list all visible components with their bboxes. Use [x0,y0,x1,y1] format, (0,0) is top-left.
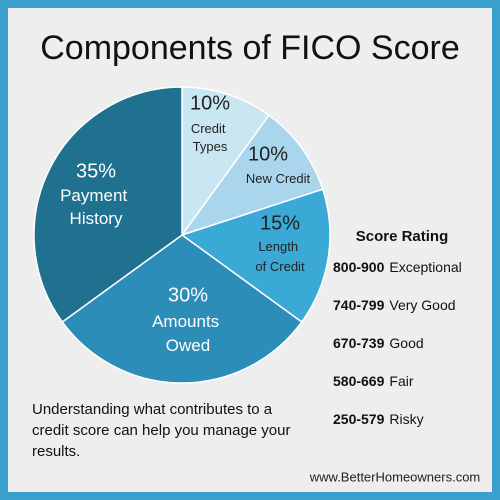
score-row: 800-900 Exceptional [333,259,462,275]
category-label: Credit Types [191,121,229,154]
score-range: 250-579 [333,411,385,427]
value-label: 30% [168,284,208,306]
score-rating: Good [389,335,423,351]
score-row: 580-669 Fair [333,373,414,389]
score-range: 740-799 [333,297,385,313]
score-row: 740-799 Very Good [333,297,456,313]
score-range: 800-900 [333,259,385,275]
pie-slice [181,86,271,238]
pie-slice [61,234,303,384]
value-label: 10% [190,92,230,114]
note: Understanding what contributes to a cred… [32,401,291,460]
pie-slice [180,188,331,324]
score-row: 670-739 Good [333,335,424,351]
score-range: 670-739 [333,335,385,351]
category-label: Payment History [60,186,132,228]
value-label: 35% [76,160,116,182]
category-label: Length of Credit [255,239,305,274]
pie-slice [180,114,324,237]
chart-title: Components of FICO Score [40,29,460,67]
score-title: Score Rating [356,228,449,245]
category-label: Amounts Owed [152,312,224,355]
category-label: New Credit [246,171,311,186]
value-label: 15% [260,212,300,234]
score-row: 250-579 Risky [333,411,424,427]
score-rating: Risky [389,411,423,427]
score-range: 580-669 [333,373,385,389]
score-rating: Fair [389,373,413,389]
value-label: 10% [248,143,288,165]
pie-slice [33,86,183,324]
score-rating: Exceptional [389,259,461,275]
website: www.BetterHomeowners.com [309,469,481,484]
score-rating: Very Good [389,297,455,313]
